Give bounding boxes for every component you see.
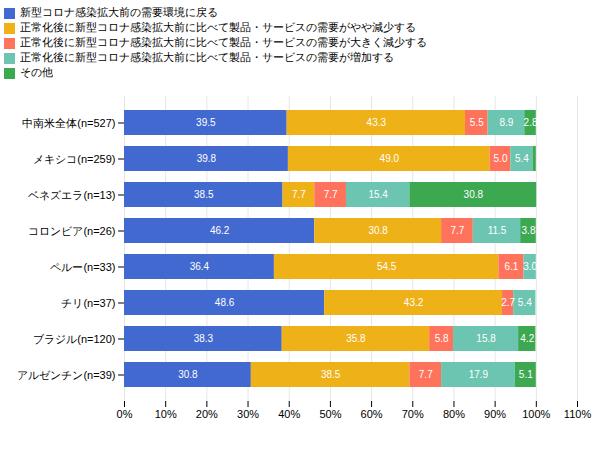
svg-text:中南米全体(n=527): 中南米全体(n=527) bbox=[22, 117, 115, 129]
svg-text:10%: 10% bbox=[155, 409, 177, 421]
svg-text:チリ(n=37): チリ(n=37) bbox=[61, 297, 115, 309]
svg-text:5.4: 5.4 bbox=[518, 297, 532, 308]
svg-text:36.4: 36.4 bbox=[190, 261, 210, 272]
svg-text:80%: 80% bbox=[443, 409, 465, 421]
svg-text:30%: 30% bbox=[237, 409, 259, 421]
svg-text:3.0: 3.0 bbox=[523, 261, 537, 272]
svg-text:70%: 70% bbox=[402, 409, 424, 421]
svg-text:54.5: 54.5 bbox=[377, 261, 397, 272]
svg-text:39.5: 39.5 bbox=[196, 117, 216, 128]
svg-text:メキシコ(n=259): メキシコ(n=259) bbox=[33, 153, 115, 165]
svg-text:ブラジル(n=120): ブラジル(n=120) bbox=[33, 333, 115, 345]
svg-text:17.9: 17.9 bbox=[469, 369, 489, 380]
svg-text:7.7: 7.7 bbox=[324, 189, 338, 200]
svg-text:46.2: 46.2 bbox=[210, 225, 230, 236]
svg-text:7.7: 7.7 bbox=[419, 369, 433, 380]
svg-text:49.0: 49.0 bbox=[380, 153, 400, 164]
svg-text:30.8: 30.8 bbox=[368, 225, 388, 236]
svg-text:38.5: 38.5 bbox=[194, 189, 214, 200]
html-text:その他: その他 bbox=[20, 66, 54, 78]
svg-text:4.2: 4.2 bbox=[520, 333, 534, 344]
html-text:新型コロナ感染拡大前の需要環境に戻る: 新型コロナ感染拡大前の需要環境に戻る bbox=[20, 6, 219, 18]
svg-text:2.7: 2.7 bbox=[501, 297, 515, 308]
svg-text:7.7: 7.7 bbox=[292, 189, 306, 200]
svg-text:38.3: 38.3 bbox=[194, 333, 214, 344]
svg-text:5.5: 5.5 bbox=[470, 117, 484, 128]
svg-text:6.1: 6.1 bbox=[504, 261, 518, 272]
svg-text:48.6: 48.6 bbox=[215, 297, 235, 308]
svg-text:43.3: 43.3 bbox=[367, 117, 387, 128]
svg-text:90%: 90% bbox=[484, 409, 506, 421]
svg-text:7.7: 7.7 bbox=[451, 225, 465, 236]
svg-text:60%: 60% bbox=[361, 409, 383, 421]
svg-text:11.5: 11.5 bbox=[488, 225, 507, 236]
svg-text:30.8: 30.8 bbox=[178, 369, 198, 380]
svg-text:ベネズエラ(n=13): ベネズエラ(n=13) bbox=[28, 189, 115, 201]
svg-text:0%: 0% bbox=[117, 409, 133, 421]
svg-text:5.1: 5.1 bbox=[519, 369, 533, 380]
svg-text:20%: 20% bbox=[196, 409, 218, 421]
svg-text:コロンビア(n=26): コロンビア(n=26) bbox=[28, 225, 115, 237]
svg-text:15.4: 15.4 bbox=[368, 189, 388, 200]
svg-text:5.0: 5.0 bbox=[494, 153, 508, 164]
svg-text:30.8: 30.8 bbox=[464, 189, 484, 200]
svg-text:50%: 50% bbox=[319, 409, 341, 421]
svg-text:110%: 110% bbox=[564, 409, 592, 421]
svg-text:5.4: 5.4 bbox=[515, 153, 529, 164]
svg-text:5.8: 5.8 bbox=[435, 333, 449, 344]
svg-text:39.8: 39.8 bbox=[197, 153, 217, 164]
svg-text:アルゼンチン(n=39): アルゼンチン(n=39) bbox=[17, 369, 115, 381]
html-text:正常化後に新型コロナ感染拡大前に比べて製品・サービスの需要が: 正常化後に新型コロナ感染拡大前に比べて製品・サービスの需要が大きく減少する bbox=[20, 36, 428, 48]
svg-text:38.5: 38.5 bbox=[321, 369, 341, 380]
svg-text:100%: 100% bbox=[522, 409, 550, 421]
html-text:正常化後に新型コロナ感染拡大前に比べて製品・サービスの需要が: 正常化後に新型コロナ感染拡大前に比べて製品・サービスの需要が増加する bbox=[20, 51, 395, 63]
svg-text:15.8: 15.8 bbox=[476, 333, 496, 344]
svg-text:43.2: 43.2 bbox=[404, 297, 424, 308]
svg-text:ペルー(n=33): ペルー(n=33) bbox=[50, 261, 115, 273]
svg-text:2.8: 2.8 bbox=[524, 117, 538, 128]
svg-text:3.8: 3.8 bbox=[522, 225, 536, 236]
svg-text:8.9: 8.9 bbox=[500, 117, 514, 128]
svg-text:35.8: 35.8 bbox=[346, 333, 366, 344]
svg-text:40%: 40% bbox=[278, 409, 300, 421]
html-text:正常化後に新型コロナ感染拡大前に比べて製品・サービスの需要が: 正常化後に新型コロナ感染拡大前に比べて製品・サービスの需要がやや減少する bbox=[20, 21, 417, 33]
